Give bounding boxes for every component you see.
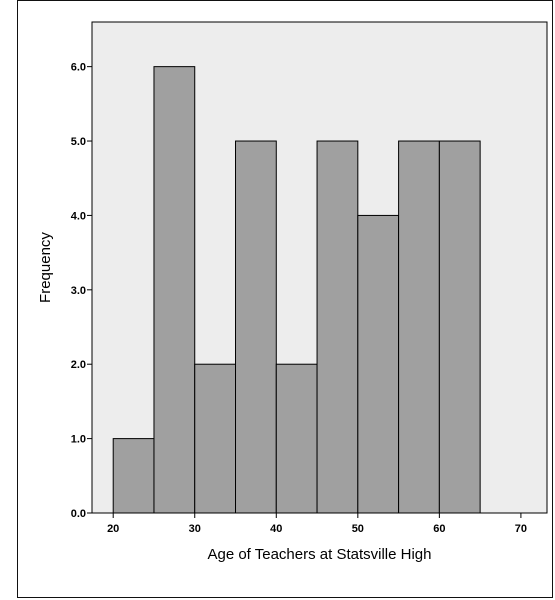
x-tick-label: 40: [270, 523, 282, 535]
y-tick-label: 2.0: [71, 359, 86, 371]
y-tick-label: 5.0: [71, 136, 86, 148]
histogram-bar-1: [112, 438, 155, 514]
histogram-bar-4: [235, 140, 277, 514]
histogram-bar-2: [153, 66, 196, 514]
histogram-bar-9: [438, 140, 481, 514]
x-tick-label: 70: [515, 523, 527, 535]
histogram-bar-7: [357, 214, 400, 514]
histogram-bar-8: [398, 140, 440, 514]
x-tick-label: 20: [107, 523, 119, 535]
y-tick-label: 4.0: [71, 210, 86, 222]
histogram-bar-6: [316, 140, 359, 514]
y-tick-label: 1.0: [71, 434, 86, 446]
x-tick-label: 60: [433, 523, 445, 535]
x-axis-title: Age of Teachers at Statsville High: [207, 546, 431, 563]
histogram-bar-5: [275, 363, 318, 514]
x-tick-label: 30: [189, 523, 201, 535]
y-tick-label: 3.0: [71, 285, 86, 297]
y-tick-label: 0.0: [71, 508, 86, 520]
y-axis-title: Frequency: [37, 232, 54, 303]
x-tick-label: 50: [352, 523, 364, 535]
axes-group: 0.0 1.0 2.0 3.0 4.0 5.0 6.0 20 30 40 50 60 70: [71, 62, 527, 535]
histogram-bar-3: [194, 363, 237, 514]
y-tick-label: 6.0: [71, 62, 86, 74]
bars-group: [112, 66, 481, 514]
